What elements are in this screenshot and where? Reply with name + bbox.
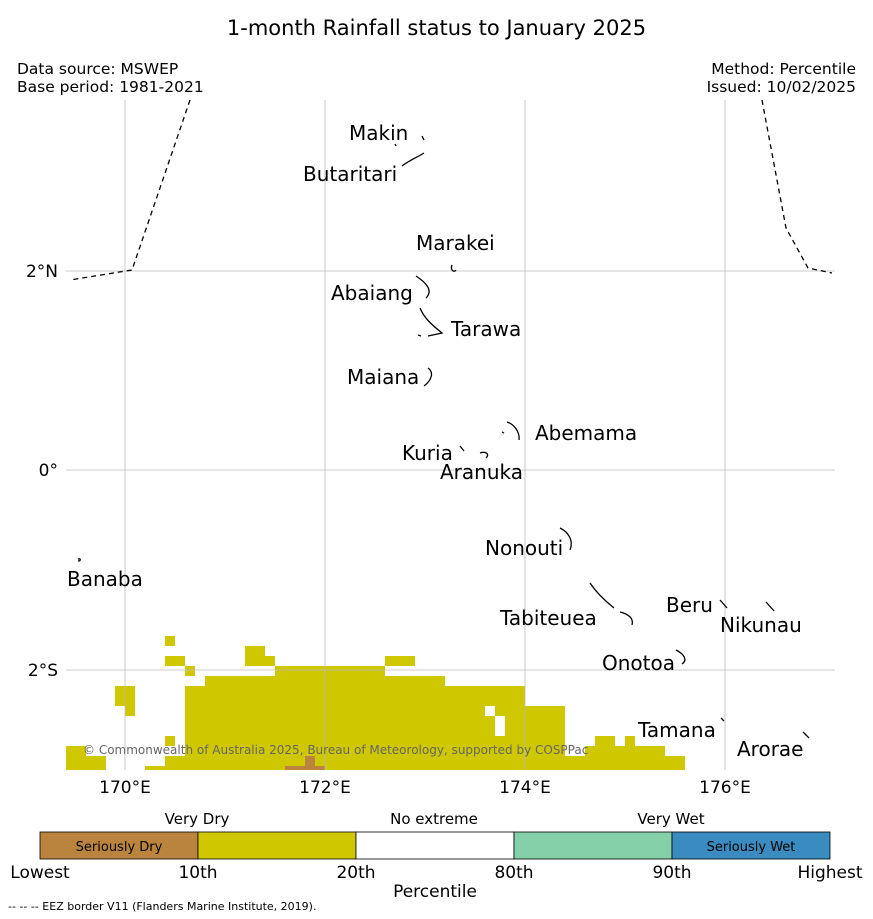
legend-swatch-label: Seriously Wet xyxy=(707,840,796,855)
rainfall-cell xyxy=(305,756,315,770)
island-label-aranuka: Aranuka xyxy=(440,460,523,484)
data-source-label: Data source: MSWEP xyxy=(17,60,179,78)
legend-axis-label: Percentile xyxy=(393,882,477,902)
rainfall-cell xyxy=(185,706,485,716)
rainfall-cell xyxy=(585,746,665,756)
rainfall-cell xyxy=(245,646,265,666)
rainfall-cell xyxy=(275,666,385,676)
eez-border xyxy=(69,99,833,281)
rainfall-cell xyxy=(195,686,525,706)
legend-swatch xyxy=(197,831,357,860)
rainfall-cell xyxy=(66,746,86,770)
legend-tick: 80th xyxy=(494,863,533,883)
lat-tick: 2°N xyxy=(26,262,58,282)
island-labels: Makin Butaritari Marakei Abaiang Tarawa … xyxy=(67,121,803,761)
island-label-makin: Makin xyxy=(349,121,408,145)
legend-group-label: Very Wet xyxy=(637,810,704,828)
legend: Very Dry No extreme Very Wet Seriously D… xyxy=(10,810,863,902)
legend-colorbar: Seriously Dry Seriously Wet xyxy=(39,831,831,860)
island-label-maiana: Maiana xyxy=(347,365,419,389)
rainfall-cell xyxy=(165,656,185,666)
axis-ticks: 170°E 172°E 174°E 176°E 2°N 0° 2°S xyxy=(26,262,751,798)
legend-tick: 10th xyxy=(178,863,217,883)
rainfall-cell xyxy=(565,756,685,770)
island-outlines xyxy=(77,135,810,739)
rainfall-cell xyxy=(285,766,325,770)
rainfall-cell xyxy=(125,706,135,716)
island-label-marakei: Marakei xyxy=(416,231,495,255)
legend-tick: Highest xyxy=(797,863,862,883)
rainfall-cell xyxy=(185,736,565,756)
legend-group-label: Very Dry xyxy=(165,810,230,828)
island-label-nonouti: Nonouti xyxy=(485,536,563,560)
island-label-kuria: Kuria xyxy=(402,441,453,465)
rainfall-cell xyxy=(265,656,275,666)
rainfall-cell xyxy=(86,756,106,770)
issued-label: Issued: 10/02/2025 xyxy=(706,78,856,96)
rainfall-cell xyxy=(165,636,175,646)
legend-swatch xyxy=(671,831,831,860)
legend-tick: Lowest xyxy=(10,863,70,883)
rainfall-cell xyxy=(185,686,195,706)
lon-tick: 172°E xyxy=(299,778,351,798)
eez-footnote: -- -- -- EEZ border V11 (Flanders Marine… xyxy=(8,900,317,913)
lon-tick: 170°E xyxy=(99,778,151,798)
legend-swatch xyxy=(355,831,515,860)
map-title: 1-month Rainfall status to January 2025 xyxy=(226,16,647,40)
legend-tick: 90th xyxy=(652,863,691,883)
island-label-arorae: Arorae xyxy=(737,737,803,761)
rainfall-cell xyxy=(385,656,415,666)
base-period-label: Base period: 1981-2021 xyxy=(17,78,204,96)
island-label-tamana: Tamana xyxy=(637,718,716,742)
rainfall-cell xyxy=(165,736,175,746)
lon-tick: 176°E xyxy=(699,778,751,798)
island-label-abaiang: Abaiang xyxy=(331,281,413,305)
lon-tick: 174°E xyxy=(499,778,551,798)
rainfall-cell xyxy=(165,756,565,770)
island-label-tabiteuea: Tabiteuea xyxy=(499,606,597,630)
rainfall-cell xyxy=(185,666,195,676)
rainfall-cell xyxy=(495,706,565,716)
rainfall-cell xyxy=(625,736,635,746)
method-label: Method: Percentile xyxy=(711,60,856,78)
island-label-abemama: Abemama xyxy=(535,421,637,445)
legend-swatch-label: Seriously Dry xyxy=(76,840,163,855)
island-label-beru: Beru xyxy=(666,593,713,617)
rainfall-cell xyxy=(595,736,615,746)
island-label-tarawa: Tarawa xyxy=(450,317,521,341)
copyright-notice: © Commonwealth of Australia 2025, Bureau… xyxy=(83,743,588,757)
rainfall-cell xyxy=(185,716,495,736)
legend-tick: 20th xyxy=(336,863,375,883)
rainfall-cell xyxy=(505,716,565,736)
graticule xyxy=(66,100,835,770)
legend-swatch xyxy=(513,831,673,860)
island-label-onotoa: Onotoa xyxy=(602,651,675,675)
island-label-nikunau: Nikunau xyxy=(720,613,802,637)
legend-swatch xyxy=(39,831,199,860)
island-label-butaritari: Butaritari xyxy=(303,162,397,186)
rainfall-cell xyxy=(145,766,165,770)
lat-tick: 0° xyxy=(39,461,58,481)
island-label-banaba: Banaba xyxy=(67,567,143,591)
lat-tick: 2°S xyxy=(28,661,58,681)
legend-group-label: No extreme xyxy=(390,810,478,828)
